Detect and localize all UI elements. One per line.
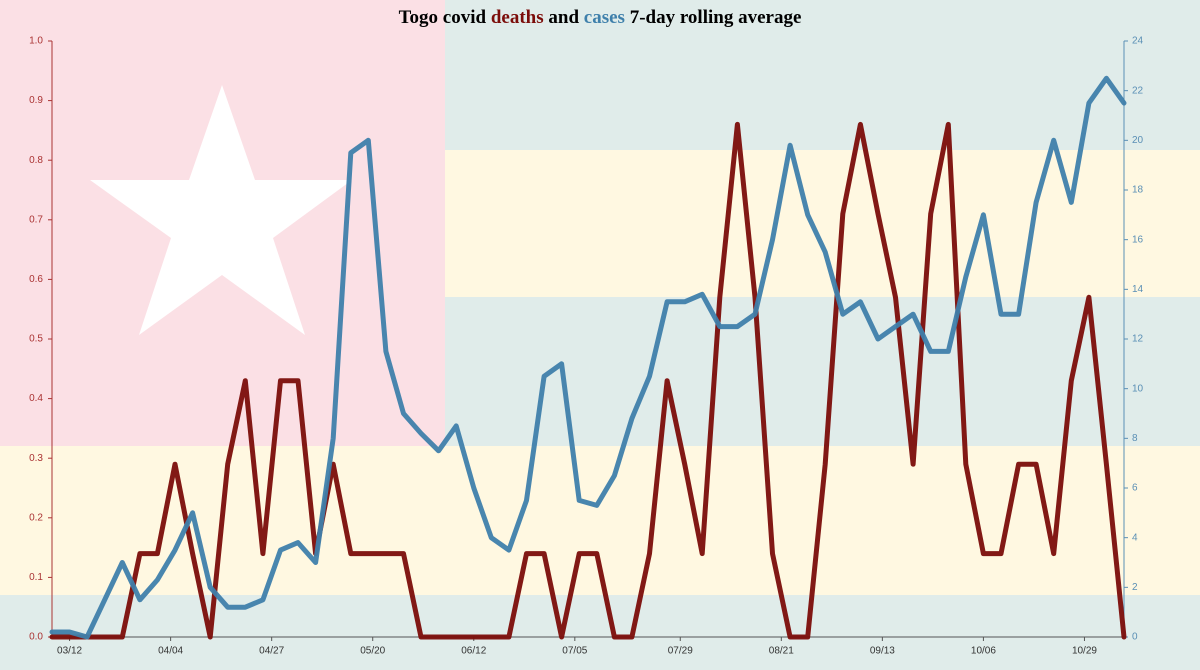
y2-tick-label: 8 xyxy=(1132,433,1138,444)
y-tick-label: 0.0 xyxy=(29,632,43,643)
title-text: 7-day rolling average xyxy=(630,7,802,28)
title-text: and xyxy=(548,7,579,28)
y-tick-label: 0.7 xyxy=(29,214,43,225)
y2-tick-label: 20 xyxy=(1132,135,1144,146)
y2-tick-label: 6 xyxy=(1132,483,1138,494)
x-tick-label: 10/06 xyxy=(971,646,996,657)
x-tick-label: 07/05 xyxy=(562,646,587,657)
x-tick-label: 04/27 xyxy=(259,646,284,657)
y2-tick-label: 14 xyxy=(1132,284,1144,295)
title-deaths: deaths xyxy=(491,7,544,28)
x-tick-label: 08/21 xyxy=(769,646,794,657)
y2-tick-label: 4 xyxy=(1132,532,1138,543)
y2-tick-label: 18 xyxy=(1132,185,1144,196)
y-tick-label: 0.1 xyxy=(29,572,43,583)
title-cases: cases xyxy=(584,7,625,28)
chart-title: Togo covid deaths and cases 7-day rollin… xyxy=(399,7,802,28)
y-tick-label: 0.4 xyxy=(29,393,43,404)
x-tick-label: 05/20 xyxy=(360,646,385,657)
series-line xyxy=(49,75,1127,640)
x-tick-label: 03/12 xyxy=(57,646,82,657)
x-tick-label: 09/13 xyxy=(870,646,895,657)
y2-tick-label: 0 xyxy=(1132,632,1138,643)
y2-tick-label: 24 xyxy=(1132,36,1144,47)
y-tick-label: 0.5 xyxy=(29,334,43,345)
y-tick-label: 0.9 xyxy=(29,95,43,106)
x-tick-label: 07/29 xyxy=(668,646,693,657)
y2-tick-label: 2 xyxy=(1132,582,1138,593)
y2-tick-label: 10 xyxy=(1132,383,1144,394)
title-text: Togo covid xyxy=(399,7,487,28)
y2-tick-label: 22 xyxy=(1132,85,1144,96)
y-tick-label: 0.6 xyxy=(29,274,43,285)
y-tick-label: 0.2 xyxy=(29,512,43,523)
y-tick-label: 0.8 xyxy=(29,155,43,166)
y-tick-label: 0.3 xyxy=(29,453,43,464)
y-tick-label: 1.0 xyxy=(29,36,43,47)
series-line xyxy=(49,121,1127,640)
x-tick-label: 04/04 xyxy=(158,646,183,657)
y2-tick-label: 16 xyxy=(1132,234,1144,245)
y2-tick-label: 12 xyxy=(1132,334,1144,345)
x-tick-label: 10/29 xyxy=(1072,646,1097,657)
x-tick-label: 06/12 xyxy=(461,646,486,657)
